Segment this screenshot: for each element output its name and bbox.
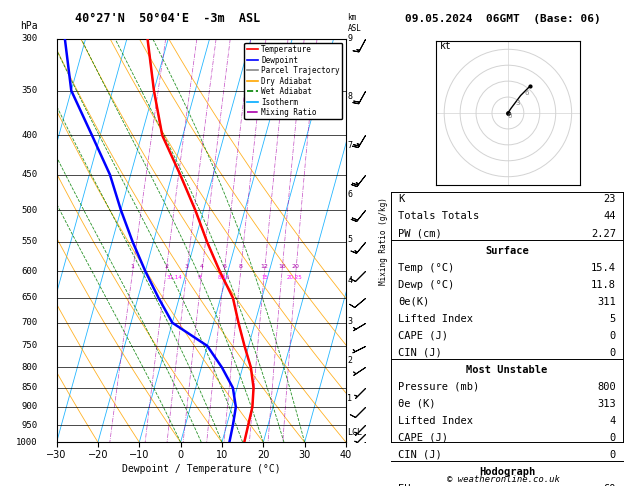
Text: CIN (J): CIN (J) bbox=[398, 347, 442, 358]
Text: 16: 16 bbox=[278, 264, 286, 270]
Text: 2: 2 bbox=[164, 264, 168, 270]
Text: 3: 3 bbox=[515, 100, 520, 106]
Text: km
ASL: km ASL bbox=[347, 14, 361, 33]
Text: 900: 900 bbox=[21, 402, 38, 412]
Text: 650: 650 bbox=[21, 294, 38, 302]
Text: 12: 12 bbox=[260, 264, 269, 270]
Text: 400: 400 bbox=[21, 131, 38, 140]
Text: 0: 0 bbox=[610, 450, 616, 460]
Text: 6: 6 bbox=[223, 264, 226, 270]
Text: Pressure (mb): Pressure (mb) bbox=[398, 382, 479, 392]
Text: 9: 9 bbox=[198, 275, 201, 280]
Text: LCL: LCL bbox=[347, 428, 362, 436]
Text: 313: 313 bbox=[597, 399, 616, 409]
Text: Lifted Index: Lifted Index bbox=[398, 416, 473, 426]
Text: 15.4: 15.4 bbox=[591, 262, 616, 273]
Text: 300: 300 bbox=[21, 35, 38, 43]
Text: kt: kt bbox=[440, 41, 451, 52]
Text: 5: 5 bbox=[347, 235, 352, 244]
Text: 60: 60 bbox=[603, 484, 616, 486]
Text: 311: 311 bbox=[597, 296, 616, 307]
Text: Most Unstable: Most Unstable bbox=[466, 364, 548, 375]
Text: 11.8: 11.8 bbox=[591, 279, 616, 290]
Text: Temp (°C): Temp (°C) bbox=[398, 262, 454, 273]
Text: 350: 350 bbox=[21, 86, 38, 95]
Text: 20.25: 20.25 bbox=[286, 275, 302, 280]
Legend: Temperature, Dewpoint, Parcel Trajectory, Dry Adiabat, Wet Adiabat, Isotherm, Mi: Temperature, Dewpoint, Parcel Trajectory… bbox=[245, 43, 342, 120]
Text: hPa: hPa bbox=[20, 21, 38, 31]
Text: Dewp (°C): Dewp (°C) bbox=[398, 279, 454, 290]
Text: θe (K): θe (K) bbox=[398, 399, 436, 409]
Text: 4: 4 bbox=[610, 416, 616, 426]
Text: © weatheronline.co.uk: © weatheronline.co.uk bbox=[447, 475, 560, 484]
Text: 20: 20 bbox=[292, 264, 300, 270]
Text: 15: 15 bbox=[262, 275, 269, 280]
Text: 40°27'N  50°04'E  -3m  ASL: 40°27'N 50°04'E -3m ASL bbox=[75, 12, 261, 25]
Text: Mixing Ratio (g/kg): Mixing Ratio (g/kg) bbox=[379, 197, 388, 284]
Text: K: K bbox=[398, 194, 404, 205]
Text: 750: 750 bbox=[21, 341, 38, 350]
X-axis label: Dewpoint / Temperature (°C): Dewpoint / Temperature (°C) bbox=[122, 464, 281, 474]
Text: 800: 800 bbox=[21, 363, 38, 372]
Text: 600: 600 bbox=[21, 267, 38, 276]
Text: 31.14: 31.14 bbox=[166, 275, 182, 280]
Text: 7: 7 bbox=[347, 140, 352, 150]
Text: 6: 6 bbox=[525, 90, 529, 97]
Text: 8.10: 8.10 bbox=[218, 275, 230, 280]
Text: 8: 8 bbox=[347, 92, 352, 101]
Text: 6: 6 bbox=[347, 191, 352, 199]
Text: Lifted Index: Lifted Index bbox=[398, 313, 473, 324]
Text: 2.27: 2.27 bbox=[591, 228, 616, 239]
Text: 8: 8 bbox=[239, 264, 243, 270]
Text: 1: 1 bbox=[347, 394, 352, 403]
Text: 9: 9 bbox=[347, 35, 352, 43]
Text: 23: 23 bbox=[603, 194, 616, 205]
Text: 500: 500 bbox=[21, 206, 38, 214]
Text: 1: 1 bbox=[131, 264, 135, 270]
Text: 4: 4 bbox=[200, 264, 204, 270]
Text: 09.05.2024  06GMT  (Base: 06): 09.05.2024 06GMT (Base: 06) bbox=[405, 14, 601, 24]
Text: 950: 950 bbox=[21, 420, 38, 430]
Text: 700: 700 bbox=[21, 318, 38, 327]
Text: 550: 550 bbox=[21, 238, 38, 246]
Text: Totals Totals: Totals Totals bbox=[398, 211, 479, 222]
Text: Surface: Surface bbox=[485, 245, 529, 256]
Text: 0: 0 bbox=[610, 330, 616, 341]
Text: 44: 44 bbox=[603, 211, 616, 222]
Text: 1000: 1000 bbox=[16, 438, 38, 447]
Text: Hodograph: Hodograph bbox=[479, 467, 535, 477]
Text: 3: 3 bbox=[185, 264, 189, 270]
Text: CIN (J): CIN (J) bbox=[398, 450, 442, 460]
Text: EH: EH bbox=[398, 484, 411, 486]
Text: 2: 2 bbox=[347, 356, 352, 365]
Text: 800: 800 bbox=[597, 382, 616, 392]
Text: 4: 4 bbox=[347, 276, 352, 285]
Text: CAPE (J): CAPE (J) bbox=[398, 330, 448, 341]
Text: 5: 5 bbox=[610, 313, 616, 324]
Text: 0: 0 bbox=[507, 113, 512, 119]
Text: θe(K): θe(K) bbox=[398, 296, 430, 307]
Text: 3: 3 bbox=[347, 317, 352, 326]
Text: 850: 850 bbox=[21, 383, 38, 392]
Text: 450: 450 bbox=[21, 170, 38, 179]
Text: PW (cm): PW (cm) bbox=[398, 228, 442, 239]
Text: CAPE (J): CAPE (J) bbox=[398, 433, 448, 443]
Text: 0: 0 bbox=[610, 347, 616, 358]
Text: 0: 0 bbox=[610, 433, 616, 443]
